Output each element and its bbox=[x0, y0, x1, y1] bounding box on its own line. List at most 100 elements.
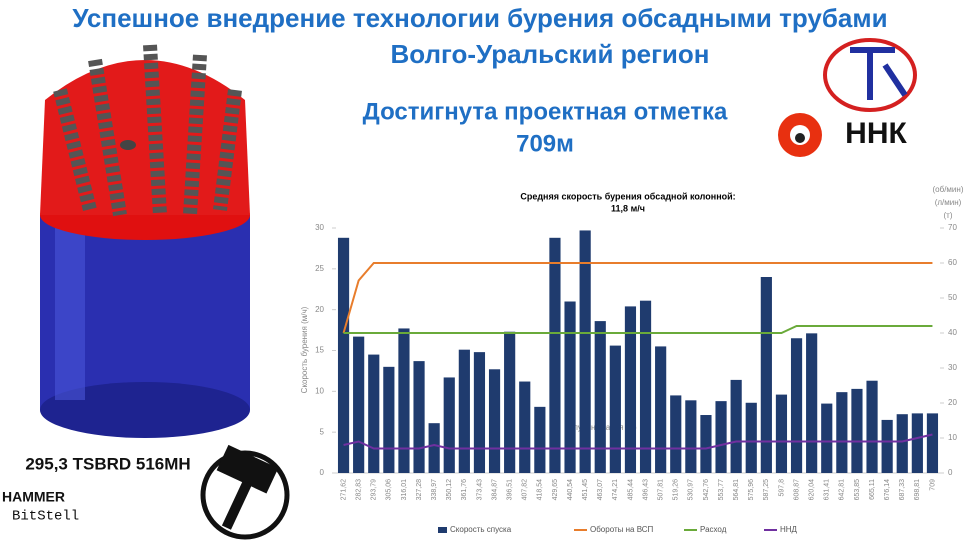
line bbox=[342, 262, 933, 334]
bar bbox=[760, 277, 772, 473]
y-tick-label: 0 bbox=[320, 468, 325, 477]
bar bbox=[881, 419, 893, 473]
x-tick-label: 542,76 bbox=[703, 479, 710, 501]
x-tick-label: 496,43 bbox=[642, 479, 649, 501]
x-tick-label: 608,87 bbox=[793, 479, 800, 501]
bar bbox=[685, 400, 697, 473]
y2-tick-label: 30 bbox=[948, 363, 957, 372]
y-tick-label: 10 bbox=[315, 386, 324, 395]
x-tick-label: 620,04 bbox=[808, 479, 815, 501]
x-tick-label: 451,45 bbox=[582, 479, 589, 501]
x-tick-label: 485,44 bbox=[627, 479, 634, 501]
x-tick-label: 418,54 bbox=[537, 479, 544, 501]
hammer-logo bbox=[200, 444, 290, 540]
x-tick-label: 293,79 bbox=[371, 479, 378, 501]
chart-subtitle: 11,8 м/ч bbox=[611, 203, 645, 213]
bar bbox=[488, 369, 501, 473]
bar bbox=[836, 392, 848, 473]
legend-label: ННД bbox=[780, 525, 798, 534]
x-tick-label: 407,82 bbox=[522, 479, 529, 501]
bar bbox=[670, 395, 682, 473]
bar bbox=[609, 345, 621, 473]
line bbox=[343, 325, 933, 334]
bar bbox=[519, 381, 531, 473]
bar bbox=[383, 366, 395, 473]
x-tick-label: 698,81 bbox=[914, 479, 921, 501]
y-tick-label: 15 bbox=[315, 346, 324, 355]
x-tick-label: 384,87 bbox=[491, 479, 498, 501]
bar bbox=[353, 336, 365, 473]
x-tick-label: 361,76 bbox=[461, 479, 468, 501]
legend-label: Скорость спуска bbox=[450, 525, 512, 534]
bar bbox=[368, 354, 380, 473]
x-tick-label: 687,33 bbox=[899, 479, 906, 501]
bar bbox=[534, 406, 546, 473]
slide-title: Успешное внедрение технологии бурения об… bbox=[72, 3, 887, 33]
bar bbox=[730, 379, 742, 473]
x-tick-label: 350,12 bbox=[446, 479, 453, 501]
tgs-logo bbox=[823, 38, 917, 112]
bar bbox=[866, 380, 878, 473]
x-tick-label: 338,97 bbox=[431, 479, 438, 501]
bar bbox=[443, 377, 455, 473]
bar bbox=[639, 300, 652, 473]
y2-unit-label: (л/мин) bbox=[935, 198, 962, 207]
x-tick-label: 642,81 bbox=[839, 479, 846, 501]
y2-tick-label: 0 bbox=[948, 468, 953, 477]
legend-label: Расход bbox=[700, 525, 727, 534]
x-tick-label: 530,97 bbox=[688, 479, 695, 501]
slide-subtitle: Волго-Уральский регион bbox=[391, 39, 710, 69]
x-tick-label: 316,01 bbox=[401, 479, 408, 501]
bar bbox=[549, 237, 561, 473]
milestone-depth: 709м bbox=[516, 130, 574, 157]
x-tick-label: 709 bbox=[929, 479, 936, 491]
legend-swatch bbox=[438, 527, 447, 533]
bar bbox=[655, 346, 667, 473]
x-tick-label: 587,25 bbox=[763, 479, 770, 501]
x-tick-label: 575,96 bbox=[748, 479, 755, 501]
nnk-label: ННК bbox=[845, 117, 907, 150]
chart-title: Средняя скорость бурения обсадной колонн… bbox=[520, 191, 735, 201]
bit-model: 295,3 TSBRD 516MH bbox=[25, 454, 190, 473]
y2-tick-label: 60 bbox=[948, 258, 957, 267]
y-tick-label: 30 bbox=[315, 223, 324, 232]
y-axis-label: Скорость бурения (м/ч) bbox=[300, 306, 309, 393]
drill-bit-image bbox=[40, 44, 250, 438]
bar bbox=[911, 413, 923, 473]
bar bbox=[700, 415, 712, 473]
bar bbox=[398, 328, 410, 473]
bar bbox=[579, 230, 591, 473]
x-tick-label: 676,14 bbox=[884, 479, 891, 501]
x-tick-label: 305,06 bbox=[386, 479, 393, 501]
line bbox=[343, 433, 933, 450]
x-tick-label: 440,54 bbox=[567, 479, 574, 501]
bar bbox=[564, 301, 576, 473]
bar bbox=[926, 413, 939, 473]
bar bbox=[428, 423, 440, 473]
milestone: Достигнута проектная отметка bbox=[363, 98, 728, 125]
y2-tick-label: 10 bbox=[948, 433, 957, 442]
bar bbox=[594, 321, 606, 473]
bar bbox=[821, 403, 833, 473]
y-tick-label: 5 bbox=[320, 427, 325, 436]
bar bbox=[896, 414, 908, 473]
y2-unit-label: (т) bbox=[944, 211, 953, 220]
y2-tick-label: 20 bbox=[948, 398, 957, 407]
bar bbox=[458, 349, 470, 473]
bar bbox=[790, 338, 803, 473]
nnk-logo bbox=[778, 113, 822, 157]
bar bbox=[806, 333, 818, 473]
x-tick-label: 327,28 bbox=[416, 479, 423, 501]
y-tick-label: 20 bbox=[315, 305, 324, 314]
bar bbox=[851, 388, 863, 473]
y2-tick-label: 70 bbox=[948, 223, 957, 232]
legend-label: Обороты на ВСП bbox=[590, 525, 654, 534]
x-tick-label: 631,41 bbox=[824, 479, 831, 501]
y-tick-label: 25 bbox=[315, 264, 324, 273]
bar bbox=[775, 394, 788, 473]
bar bbox=[715, 401, 727, 473]
brand-name: HAMMER bbox=[2, 489, 65, 505]
bar bbox=[745, 402, 757, 473]
